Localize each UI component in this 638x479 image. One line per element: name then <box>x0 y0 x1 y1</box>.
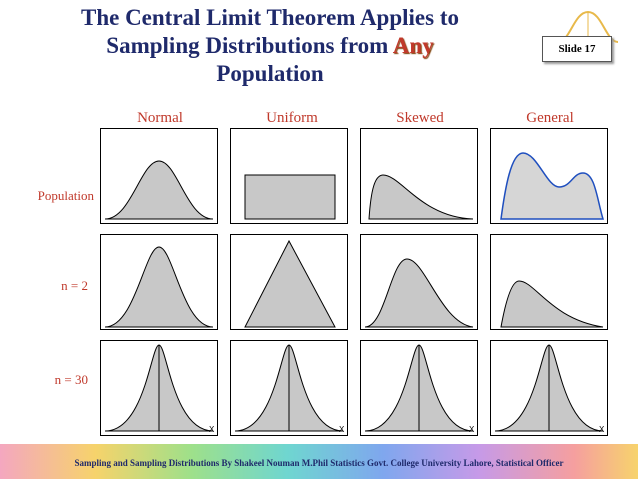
panel-normal-n2 <box>100 234 218 330</box>
footer-text: Sampling and Sampling Distributions By S… <box>74 458 564 468</box>
row-label-population: Population <box>37 188 94 203</box>
row-label-n30: n = 30 <box>54 372 88 387</box>
axis-label-x: X <box>339 425 345 434</box>
panel-general-n2 <box>490 234 608 330</box>
col-label-uniform: Uniform <box>266 110 318 126</box>
panel-skewed-n30: X <box>360 340 478 436</box>
row-label-n2: n = 2 <box>61 278 88 293</box>
panel-skewed-population <box>360 128 478 224</box>
footer-band <box>0 444 638 479</box>
panel-normal-n30: X <box>100 340 218 436</box>
slide-title: The Central Limit Theorem Applies to Sam… <box>40 4 500 88</box>
title-line-2: Sampling Distributions from Any <box>40 32 500 60</box>
axis-label-x: X <box>209 425 215 434</box>
col-label-general: General <box>526 110 574 126</box>
panel-uniform-n2 <box>230 234 348 330</box>
col-label-skewed: Skewed <box>396 110 444 126</box>
panel-uniform-n30: X <box>230 340 348 436</box>
axis-label-x: X <box>599 425 605 434</box>
panel-uniform-population <box>230 128 348 224</box>
col-label-normal: Normal <box>137 110 183 126</box>
panel-general-population <box>490 128 608 224</box>
panel-skewed-n2 <box>360 234 478 330</box>
axis-label-x: X <box>469 425 475 434</box>
title-line-2-text: Sampling Distributions from <box>106 33 389 58</box>
panel-general-n30: X <box>490 340 608 436</box>
title-line-1: The Central Limit Theorem Applies to <box>80 5 459 30</box>
title-line-3: Population <box>216 61 324 86</box>
panel-normal-population <box>100 128 218 224</box>
slide-number: Slide 17 <box>542 36 612 62</box>
title-emphasis: Any <box>392 33 434 58</box>
